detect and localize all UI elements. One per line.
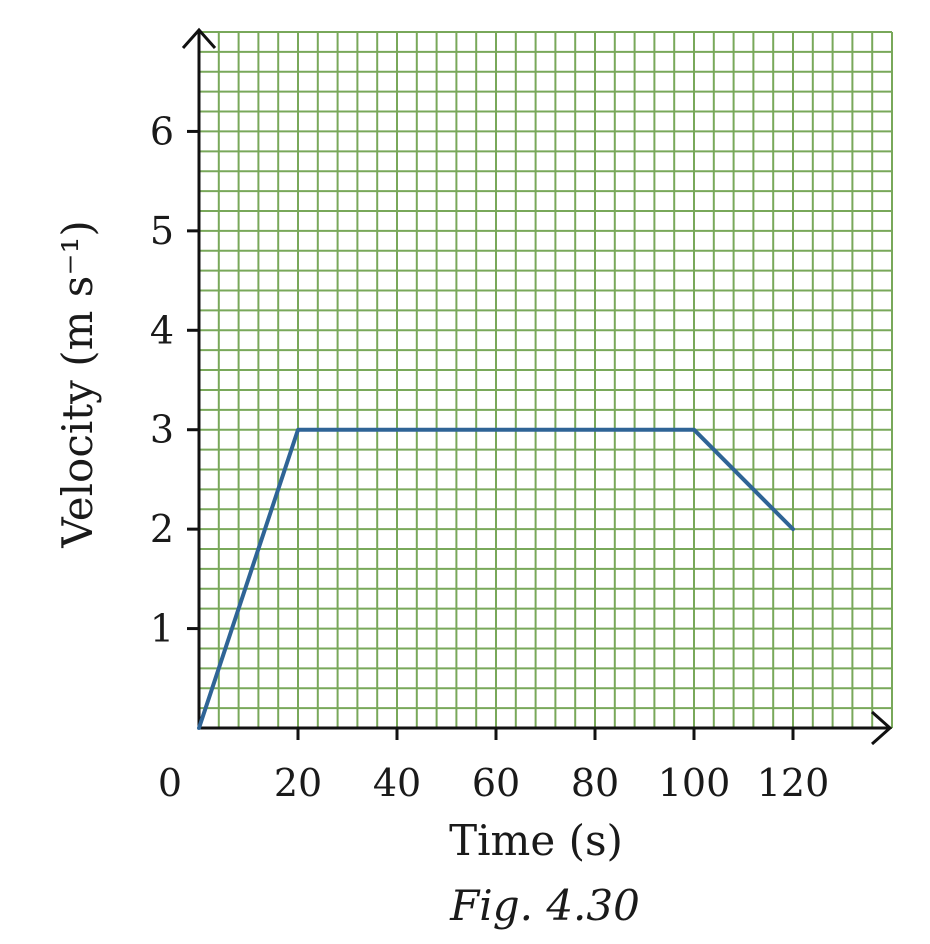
y-tick-label: 6	[150, 109, 174, 153]
x-tick-labels: 0 20 40 60 80 100 120	[158, 761, 829, 805]
y-tick-label: 1	[150, 607, 174, 651]
x-tick-label: 80	[571, 761, 619, 805]
x-axis-arrowhead	[871, 710, 893, 746]
x-axis-title: Time (s)	[449, 816, 623, 865]
y-axis-arrowhead	[181, 27, 217, 49]
y-tick-label: 5	[150, 209, 174, 253]
x-tick-label: 120	[757, 761, 830, 805]
series-layer	[197, 427, 795, 730]
x-tick-label: 20	[274, 761, 322, 805]
y-axis-title: Velocity (m s⁻¹)	[53, 220, 102, 548]
y-tick-label: 3	[150, 408, 174, 452]
x-tick-label: 40	[373, 761, 421, 805]
x-tick-label: 0	[158, 761, 182, 805]
y-tick-labels: 1 2 3 4 5 6	[150, 109, 174, 650]
y-tick-label: 2	[150, 507, 174, 551]
grid	[198, 31, 893, 729]
axes	[181, 27, 893, 746]
x-tick-label: 60	[472, 761, 520, 805]
figure-caption: Fig. 4.30	[449, 881, 640, 930]
velocity-series-line	[197, 427, 795, 730]
y-tick-label: 4	[150, 308, 174, 352]
x-tick-label: 100	[658, 761, 731, 805]
